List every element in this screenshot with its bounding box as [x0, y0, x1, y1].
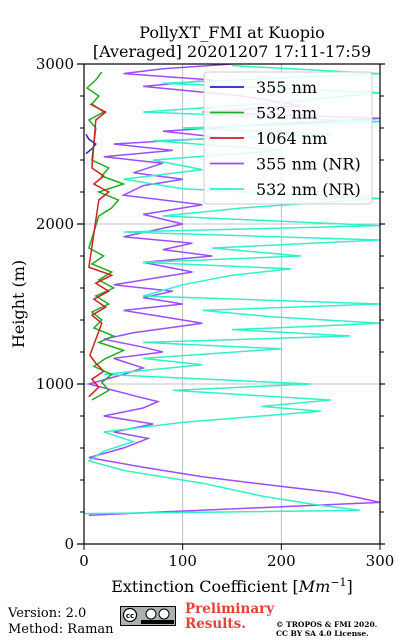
copyright-note: © TROPOS & FMI 2020. CC BY SA 4.0 Licens…	[276, 620, 377, 638]
version-text: Version: 2.0	[8, 606, 87, 621]
x-tick-label: 100	[168, 552, 197, 570]
cc-icon	[122, 607, 138, 623]
y-axis-label: Height (m)	[9, 260, 28, 348]
x-tick-label: 0	[79, 552, 89, 570]
series-layer	[84, 64, 380, 516]
copyright-line-2: CC BY SA 4.0 License.	[276, 629, 369, 638]
legend-label: 1064 nm	[256, 129, 327, 148]
cc-license-badge: cc	[120, 606, 176, 626]
y-tick-label: 0	[64, 535, 74, 553]
y-tick-label: 1000	[36, 375, 74, 393]
legend-label: 355 nm (NR)	[256, 155, 361, 174]
legend-box	[203, 71, 373, 205]
series-line-532-nm	[85, 71, 126, 401]
legend: 355 nm 532 nm 1064 nm 355 nm (NR) 532 nm (NR…	[203, 71, 373, 205]
chart-title: PollyXT_FMI at Kuopio	[139, 23, 325, 42]
legend-label: 532 nm (NR)	[256, 180, 361, 199]
series-line-355-nm-nr-	[86, 64, 380, 516]
preliminary-line-2: Results.	[185, 616, 246, 632]
series-line-1064-nm	[88, 103, 114, 398]
svg-text:cc: cc	[126, 612, 134, 620]
copyright-line-1: © TROPOS & FMI 2020.	[276, 620, 378, 629]
x-tick-label: 300	[366, 552, 395, 570]
x-axis-label: Extinction Coefficient [Mm−1]	[111, 576, 353, 596]
series-line-532-nm-nr-	[84, 64, 380, 515]
plot-border	[83, 63, 381, 545]
series-line-355-nm	[85, 134, 97, 155]
preliminary-results-note: Preliminary Results.	[185, 602, 274, 632]
x-tick-label: 200	[267, 552, 296, 570]
sa-icon	[158, 608, 170, 620]
method-text: Method: Raman	[8, 622, 114, 637]
y-tick-label: 3000	[36, 55, 74, 73]
legend-label: 355 nm	[256, 78, 317, 97]
legend-label: 532 nm	[256, 104, 317, 123]
chart-subtitle: [Averaged] 20201207 17:11-17:59	[93, 42, 371, 61]
y-tick-label: 2000	[36, 215, 74, 233]
by-icon	[145, 608, 157, 620]
preliminary-line-1: Preliminary	[185, 601, 275, 617]
